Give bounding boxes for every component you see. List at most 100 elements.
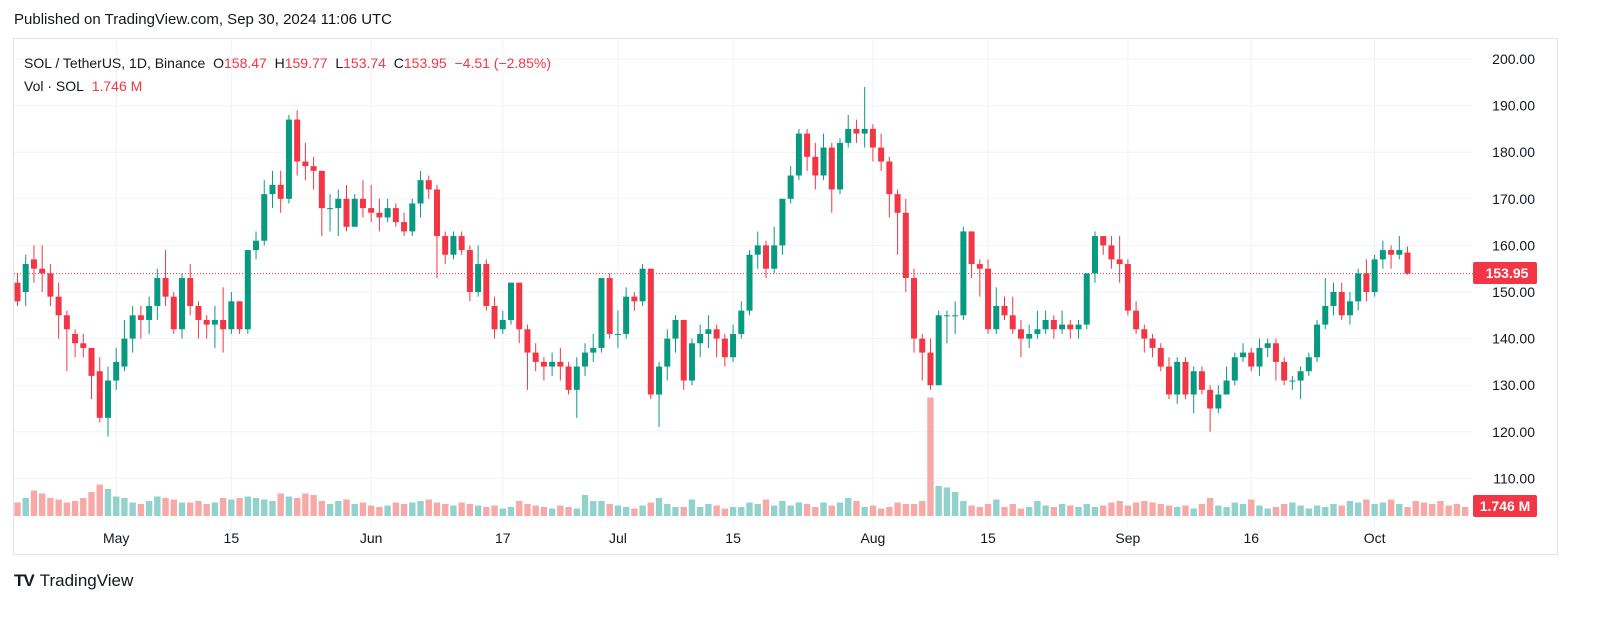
- volume-bar: [1075, 507, 1082, 516]
- candle: [170, 292, 177, 334]
- candle: [499, 310, 506, 334]
- candle: [104, 366, 111, 437]
- candle: [1388, 245, 1395, 269]
- candle: [335, 189, 342, 237]
- candle: [113, 347, 120, 390]
- candle-body: [985, 268, 992, 330]
- volume-bar: [1412, 501, 1419, 516]
- volume-bar: [869, 505, 877, 516]
- volume-bar: [1264, 508, 1271, 516]
- volume-bar: [129, 502, 136, 516]
- candle: [384, 198, 391, 223]
- candle-body: [228, 301, 235, 330]
- volume-bar: [672, 507, 679, 516]
- candle: [187, 264, 194, 316]
- volume-bar: [417, 501, 424, 516]
- candle: [746, 250, 753, 316]
- volume-bar: [943, 487, 951, 516]
- volume-bar: [532, 505, 539, 516]
- time-tick-label: Sep: [1115, 530, 1140, 546]
- candle: [1182, 357, 1189, 400]
- volume-label[interactable]: Vol · SOL: [24, 78, 84, 94]
- candle: [943, 310, 950, 344]
- price-tick-label: 150.00: [1492, 284, 1535, 300]
- candle-body: [30, 259, 37, 269]
- volume-bar: [236, 498, 243, 516]
- volume-bar: [137, 504, 145, 516]
- volume-bar: [845, 498, 852, 516]
- candle: [1042, 310, 1049, 334]
- candle: [368, 184, 375, 223]
- candle-body: [771, 245, 778, 269]
- volume-bar: [392, 502, 400, 516]
- candle: [886, 156, 893, 218]
- volume-bar: [951, 492, 959, 516]
- candle-body: [1330, 292, 1337, 306]
- volume-bar: [1100, 505, 1107, 516]
- candle: [771, 226, 778, 274]
- volume-bar: [170, 499, 177, 516]
- volume-bar: [145, 501, 153, 516]
- candle: [557, 347, 564, 381]
- volume-bar: [1206, 498, 1214, 516]
- volume-bar: [1149, 502, 1156, 516]
- volume-bar: [1157, 504, 1164, 516]
- candle: [631, 292, 638, 311]
- candle: [63, 310, 70, 372]
- candle-body: [853, 128, 860, 134]
- candle: [1108, 236, 1115, 269]
- volume-bar: [762, 499, 770, 516]
- volume-bar: [1034, 501, 1041, 516]
- candle: [1330, 282, 1337, 316]
- time-tick-label: Jul: [609, 530, 627, 546]
- candle: [491, 296, 498, 339]
- candle: [1141, 324, 1148, 353]
- candle-body: [425, 180, 432, 190]
- volume-bar: [466, 504, 474, 516]
- candle: [1248, 347, 1255, 372]
- volume-bar: [1083, 504, 1090, 516]
- volume-bar: [1215, 505, 1222, 516]
- volume-bar: [359, 502, 367, 516]
- volume-bar: [787, 505, 794, 516]
- volume-bar: [400, 504, 408, 516]
- volume-bar: [96, 484, 103, 516]
- candle: [409, 198, 416, 237]
- volume-bar: [88, 492, 95, 516]
- candle-body: [746, 254, 753, 311]
- volume-bar: [499, 508, 506, 516]
- candle: [220, 287, 227, 353]
- candle-body: [1157, 347, 1164, 367]
- candle-body: [351, 198, 358, 227]
- candle-body: [1026, 333, 1033, 339]
- tradingview-brand[interactable]: TV TradingView: [14, 571, 133, 591]
- candle-body: [368, 208, 375, 213]
- candle-body: [1305, 357, 1312, 372]
- candle: [1396, 236, 1403, 260]
- candle: [1371, 254, 1378, 297]
- candle: [483, 259, 490, 311]
- candle-body: [162, 278, 169, 297]
- symbol-label[interactable]: SOL / TetherUS, 1D, Binance: [24, 55, 206, 71]
- candle: [359, 180, 366, 218]
- candle-body: [754, 245, 761, 255]
- candle-body: [129, 315, 136, 339]
- volume-bar: [335, 501, 342, 516]
- volume-bar: [524, 504, 531, 516]
- candle: [458, 231, 465, 255]
- candle: [22, 254, 29, 306]
- volume-bar: [713, 505, 720, 516]
- volume-bar: [984, 504, 992, 516]
- candle-body: [203, 319, 210, 325]
- candle-body: [1034, 329, 1041, 334]
- volume-bar: [639, 505, 646, 516]
- candle: [828, 142, 835, 213]
- candle-body: [1133, 310, 1140, 330]
- time-tick-label: 15: [980, 530, 996, 546]
- volume-bar: [30, 490, 38, 516]
- volume-bar: [688, 499, 696, 516]
- candle: [1174, 357, 1181, 404]
- volume-bar: [425, 499, 432, 516]
- candle-body: [63, 315, 70, 330]
